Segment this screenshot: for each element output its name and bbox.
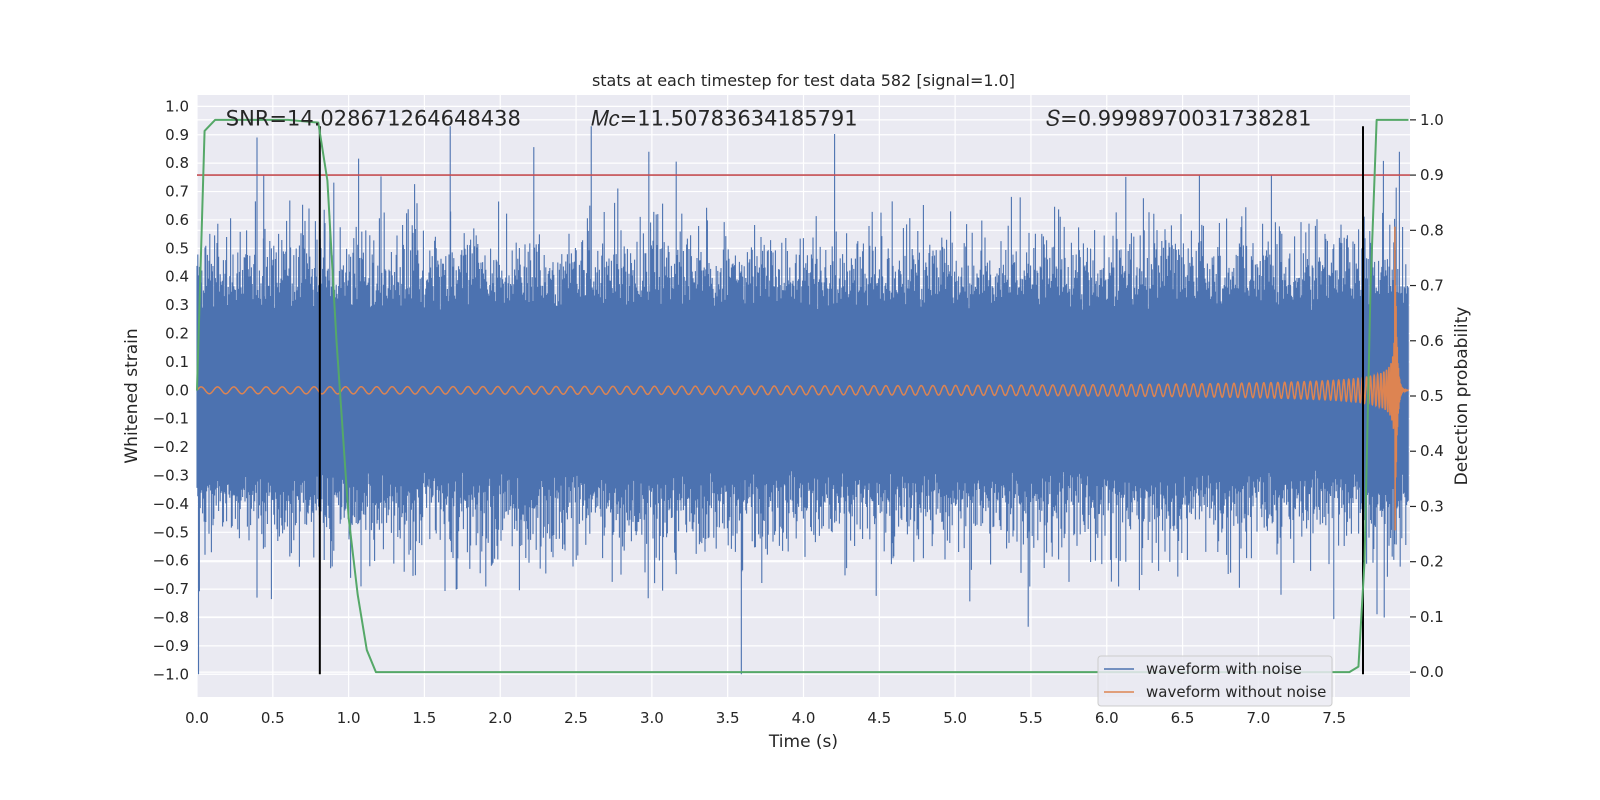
stat-annotation: SNR=14.028671264648438 [226, 107, 521, 131]
stat-annotation: 𝑆=0.9998970031738281 [1046, 107, 1311, 131]
legend-entry-clean: waveform without noise [1146, 683, 1326, 701]
y-left-tick-label: 1.0 [165, 97, 189, 115]
y-left-tick-label: −0.2 [153, 438, 189, 456]
y-axis-left-ticks: 1.0 0.9 0.8 0.7 0.6 0.5 0.4 0.3 0.2 0.1 0.0 −0.1 −0.… [153, 97, 189, 683]
y-axis-right-label: Detection probability [1452, 307, 1472, 486]
y-right-tick-label: 0.9 [1420, 166, 1444, 184]
y-left-tick-label: 0.6 [165, 211, 189, 229]
series-waveform-without-noise [196, 226, 1409, 531]
y-left-tick-label: −1.0 [153, 665, 189, 683]
chart-title: stats at each timestep for test data 582… [592, 71, 1015, 90]
y-left-tick-label: −0.8 [153, 608, 189, 626]
y-right-tick-label: 0.8 [1420, 221, 1444, 239]
y-left-tick-label: 0.7 [165, 183, 189, 201]
y-left-tick-label: 0.0 [165, 381, 189, 399]
x-tick-label: 5.0 [943, 709, 967, 727]
legend: waveform with noise waveform without noi… [1097, 655, 1333, 707]
series-detection-probability [196, 118, 1409, 674]
y-left-tick-label: 0.3 [165, 296, 189, 314]
y-left-tick-label: −0.5 [153, 523, 189, 541]
y-left-tick-label: 0.5 [165, 239, 189, 257]
x-axis-label: Time (s) [768, 732, 838, 752]
y-axis-right-ticks: 1.0 0.9 0.8 0.7 0.6 0.5 0.4 0.3 0.2 0.1 0.0 [1410, 111, 1444, 681]
x-tick-label: 2.0 [488, 709, 512, 727]
y-left-tick-label: −0.9 [153, 637, 189, 655]
y-right-tick-label: 0.1 [1420, 608, 1444, 626]
x-tick-label: 3.5 [716, 709, 740, 727]
x-tick-label: 0.0 [185, 709, 209, 727]
stat-annotation: 𝑀𝑐=11.50783634185791 [591, 107, 857, 131]
x-tick-label: 7.5 [1322, 709, 1346, 727]
x-tick-label: 4.5 [867, 709, 891, 727]
y-left-tick-label: 0.2 [165, 325, 189, 343]
x-tick-label: 7.0 [1246, 709, 1270, 727]
x-tick-label: 5.5 [1019, 709, 1043, 727]
x-tick-label: 1.0 [337, 709, 361, 727]
data-layer [196, 118, 1410, 675]
y-right-tick-label: 0.2 [1420, 553, 1444, 571]
y-right-tick-label: 0.4 [1420, 442, 1444, 460]
y-left-tick-label: −0.4 [153, 495, 189, 513]
y-right-tick-label: 0.5 [1420, 387, 1444, 405]
x-tick-label: 1.5 [413, 709, 437, 727]
y-left-tick-label: 0.1 [165, 353, 189, 371]
x-tick-label: 6.0 [1095, 709, 1119, 727]
x-tick-label: 0.5 [261, 709, 285, 727]
y-left-tick-label: −0.6 [153, 552, 189, 570]
x-tick-label: 4.0 [792, 709, 816, 727]
y-right-tick-label: 0.3 [1420, 497, 1444, 515]
y-right-tick-label: 0.7 [1420, 277, 1444, 295]
x-tick-label: 2.5 [564, 709, 588, 727]
y-left-tick-label: 0.8 [165, 154, 189, 172]
y-axis-left-label: Whitened strain [122, 328, 142, 463]
legend-entry-noise: waveform with noise [1146, 660, 1302, 678]
y-left-tick-label: 0.9 [165, 126, 189, 144]
legend-box [1097, 655, 1333, 707]
y-left-tick-label: −0.7 [153, 580, 189, 598]
x-axis-ticks: 0.0 0.5 1.0 1.5 2.0 2.5 3.0 3.5 4.0 4.5 5.0 5.5 6.0 6… [185, 709, 1346, 727]
y-left-tick-label: 0.4 [165, 268, 189, 286]
y-right-tick-label: 0.0 [1420, 663, 1444, 681]
y-right-tick-label: 1.0 [1420, 111, 1444, 129]
x-tick-label: 3.0 [640, 709, 664, 727]
y-left-tick-label: −0.3 [153, 467, 189, 485]
y-right-tick-label: 0.6 [1420, 332, 1444, 350]
x-tick-label: 6.5 [1171, 709, 1195, 727]
y-left-tick-label: −0.1 [153, 410, 189, 428]
annotations: SNR=14.028671264648438 𝑀𝑐=11.507836341857… [226, 107, 1312, 131]
